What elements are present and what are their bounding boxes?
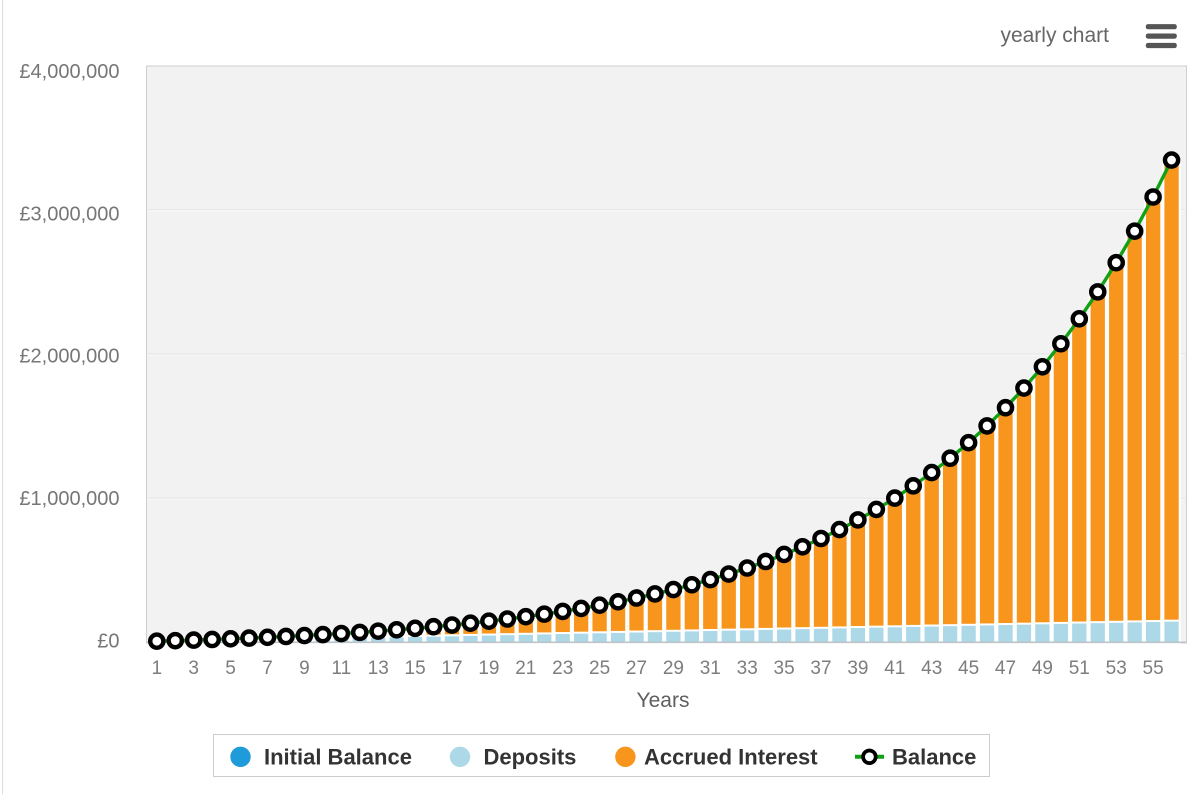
- svg-text:39: 39: [847, 658, 868, 679]
- svg-text:yearly chart: yearly chart: [1000, 24, 1109, 47]
- svg-text:13: 13: [368, 658, 389, 679]
- svg-text:£2,000,000: £2,000,000: [19, 346, 119, 368]
- svg-text:Accrued Interest: Accrued Interest: [644, 745, 818, 770]
- svg-text:53: 53: [1106, 658, 1127, 679]
- svg-text:33: 33: [737, 658, 758, 679]
- svg-text:5: 5: [225, 658, 236, 679]
- svg-text:35: 35: [774, 658, 795, 679]
- svg-text:45: 45: [958, 658, 979, 679]
- svg-text:55: 55: [1143, 658, 1164, 679]
- svg-text:41: 41: [884, 658, 905, 679]
- svg-text:43: 43: [921, 658, 942, 679]
- svg-text:37: 37: [810, 658, 831, 679]
- svg-text:Deposits: Deposits: [484, 745, 577, 770]
- svg-text:31: 31: [700, 658, 721, 679]
- svg-text:27: 27: [626, 658, 647, 679]
- svg-text:Years: Years: [637, 689, 690, 712]
- svg-text:49: 49: [1032, 658, 1053, 679]
- svg-text:17: 17: [441, 658, 462, 679]
- svg-text:1: 1: [152, 658, 163, 679]
- svg-text:Initial Balance: Initial Balance: [264, 745, 412, 770]
- svg-text:£3,000,000: £3,000,000: [19, 203, 119, 225]
- svg-text:9: 9: [299, 658, 310, 679]
- svg-text:51: 51: [1069, 658, 1090, 679]
- svg-text:11: 11: [331, 658, 351, 679]
- svg-text:23: 23: [552, 658, 573, 679]
- svg-text:15: 15: [405, 658, 426, 679]
- svg-text:£1,000,000: £1,000,000: [19, 488, 119, 510]
- svg-text:19: 19: [478, 658, 499, 679]
- svg-text:21: 21: [515, 658, 536, 679]
- svg-text:£4,000,000: £4,000,000: [19, 61, 119, 83]
- svg-text:£0: £0: [97, 630, 119, 652]
- svg-text:3: 3: [188, 658, 199, 679]
- svg-text:Balance: Balance: [892, 745, 976, 770]
- svg-text:29: 29: [663, 658, 684, 679]
- svg-text:25: 25: [589, 658, 610, 679]
- svg-text:7: 7: [262, 658, 273, 679]
- svg-text:47: 47: [995, 658, 1016, 679]
